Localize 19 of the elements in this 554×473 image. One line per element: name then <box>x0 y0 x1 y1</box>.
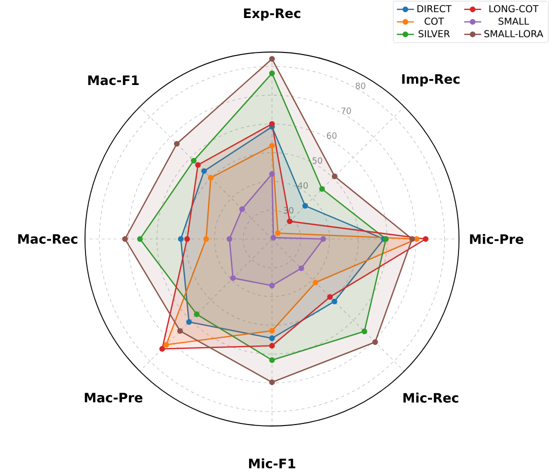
spoke-label: Mac-Rec <box>18 234 78 244</box>
legend-label: COT <box>424 18 444 25</box>
legend-label: SMALL <box>498 18 530 25</box>
spoke-label: Mic-Pre <box>470 234 524 244</box>
legend-label: LONG-COT <box>489 5 539 12</box>
legend-label: SILVER <box>418 30 450 38</box>
legend-label: SMALL-LORA <box>484 30 544 38</box>
spoke-label: Mac-F1 <box>88 76 139 86</box>
y-tick-label: 60 <box>326 132 337 139</box>
y-tick-label: 70 <box>341 107 351 114</box>
y-tick-label: 50 <box>312 157 322 164</box>
spoke-label: Imp-Rec <box>402 74 460 86</box>
legend-label: DIRECT <box>417 5 452 12</box>
spoke-label: Mac-Pre <box>84 392 142 402</box>
spoke-label: Mic-F1 <box>249 458 296 468</box>
spoke-label: Mic-Rec <box>403 392 458 403</box>
spoke-label: Exp-Rec <box>244 8 300 21</box>
y-tick-label: 40 <box>298 182 308 189</box>
y-tick-label: 80 <box>356 82 366 89</box>
